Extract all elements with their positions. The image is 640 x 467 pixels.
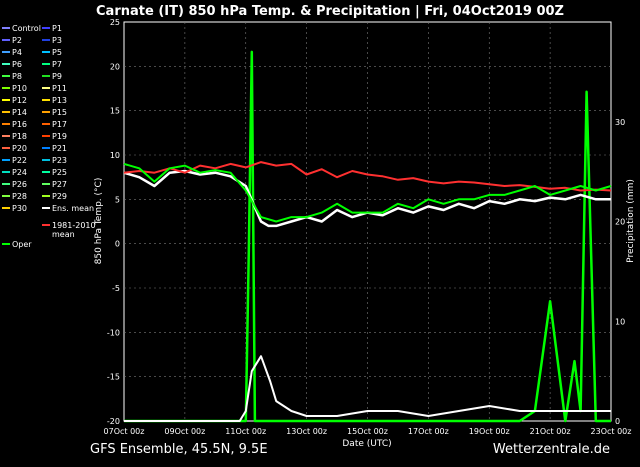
precip-line bbox=[124, 50, 611, 423]
y-tick-label: -15 bbox=[107, 373, 120, 382]
series-line bbox=[123, 169, 611, 228]
y2-tick-label: 30 bbox=[615, 118, 625, 127]
legend-label: P20 bbox=[12, 144, 27, 153]
legend-label: P16 bbox=[12, 120, 27, 129]
y-tick-label: -10 bbox=[107, 328, 120, 337]
legend-label: P25 bbox=[52, 168, 67, 177]
legend-label: P13 bbox=[52, 96, 67, 105]
y-tick-label: 0 bbox=[115, 240, 120, 249]
series-line bbox=[123, 161, 612, 192]
y-tick-label: 10 bbox=[110, 151, 120, 160]
y-tick-label: 20 bbox=[110, 62, 120, 71]
legend-label: P27 bbox=[52, 180, 67, 189]
y-axis-label: 850 hPa Temp. (°C) bbox=[94, 178, 104, 265]
legend-label: P22 bbox=[12, 156, 27, 165]
legend-label: P2 bbox=[12, 36, 22, 45]
legend-label: P6 bbox=[12, 60, 22, 69]
plot-area bbox=[123, 21, 612, 422]
y2-axis: 0 10 20 30 bbox=[615, 118, 625, 426]
legend-label: P14 bbox=[12, 108, 27, 117]
x-axis-label: Date (UTC) bbox=[342, 439, 391, 449]
x-tick-label: 11Oct 00z bbox=[225, 427, 266, 436]
chart-title: Carnate (IT) 850 hPa Temp. & Precipitati… bbox=[96, 4, 564, 19]
y-tick-label: -5 bbox=[112, 284, 120, 293]
x-tick-label: 09Oct 00z bbox=[164, 427, 205, 436]
y-tick-label: 15 bbox=[110, 107, 120, 116]
legend-label: Oper bbox=[12, 240, 32, 249]
legend-label: P26 bbox=[12, 180, 27, 189]
series-line bbox=[123, 162, 612, 223]
legend-label: P1 bbox=[52, 24, 62, 33]
legend: Control P1 P2 P3 P4 P5 P6 P7 P8 P9 P10 P11 P12 P13 P14… bbox=[2, 24, 96, 249]
x-tick-label: 19Oct 00z bbox=[469, 427, 510, 436]
legend-label: P5 bbox=[52, 48, 62, 57]
x-tick-label: 17Oct 00z bbox=[408, 427, 449, 436]
x-axis: 07Oct 00z 09Oct 00z 11Oct 00z 13Oct 00z 15Oc… bbox=[104, 427, 632, 436]
y2-tick-label: 10 bbox=[615, 317, 625, 326]
legend-label: P8 bbox=[12, 72, 22, 81]
y2-tick-label: 0 bbox=[615, 417, 620, 426]
x-tick-label: 15Oct 00z bbox=[347, 427, 388, 436]
legend-label: Control bbox=[12, 24, 41, 33]
legend-label: P18 bbox=[12, 132, 27, 141]
y2-tick-label: 20 bbox=[615, 218, 625, 227]
x-tick-label: 23Oct 00z bbox=[591, 427, 632, 436]
legend-label: P4 bbox=[12, 48, 22, 57]
legend-label: P21 bbox=[52, 144, 67, 153]
legend-label: P7 bbox=[52, 60, 62, 69]
legend-label: P11 bbox=[52, 84, 67, 93]
legend-label: P9 bbox=[52, 72, 62, 81]
y2-axis-label: Precipitation (mm) bbox=[626, 179, 636, 263]
legend-label: P30 bbox=[12, 204, 27, 213]
grid bbox=[124, 22, 611, 421]
footer-site: Wetterzentrale.de bbox=[492, 442, 610, 457]
legend-label: Ens. mean bbox=[52, 204, 94, 213]
legend-label: P29 bbox=[52, 192, 67, 201]
legend-label: 1981-2010 mean bbox=[52, 221, 96, 239]
legend-label: P28 bbox=[12, 192, 27, 201]
x-tick-label: 21Oct 00z bbox=[530, 427, 571, 436]
y-axis: -20 -15 -10 -5 0 5 10 15 20 25 bbox=[107, 18, 120, 426]
legend-label: P12 bbox=[12, 96, 27, 105]
footer-model-info: GFS Ensemble, 45.5N, 9.5E bbox=[90, 442, 268, 457]
legend-label: P19 bbox=[52, 132, 67, 141]
series-layer bbox=[123, 50, 612, 423]
y-tick-label: 5 bbox=[115, 195, 120, 204]
x-tick-label: 13Oct 00z bbox=[286, 427, 327, 436]
legend-label: P17 bbox=[52, 120, 67, 129]
legend-label: P10 bbox=[12, 84, 27, 93]
legend-label: P24 bbox=[12, 168, 27, 177]
legend-label: P3 bbox=[52, 36, 62, 45]
legend-label: P23 bbox=[52, 156, 67, 165]
precip-line bbox=[124, 355, 611, 422]
y-tick-label: 25 bbox=[110, 18, 120, 27]
x-tick-label: 07Oct 00z bbox=[104, 427, 145, 436]
y-tick-label: -20 bbox=[107, 417, 120, 426]
legend-label: P15 bbox=[52, 108, 67, 117]
